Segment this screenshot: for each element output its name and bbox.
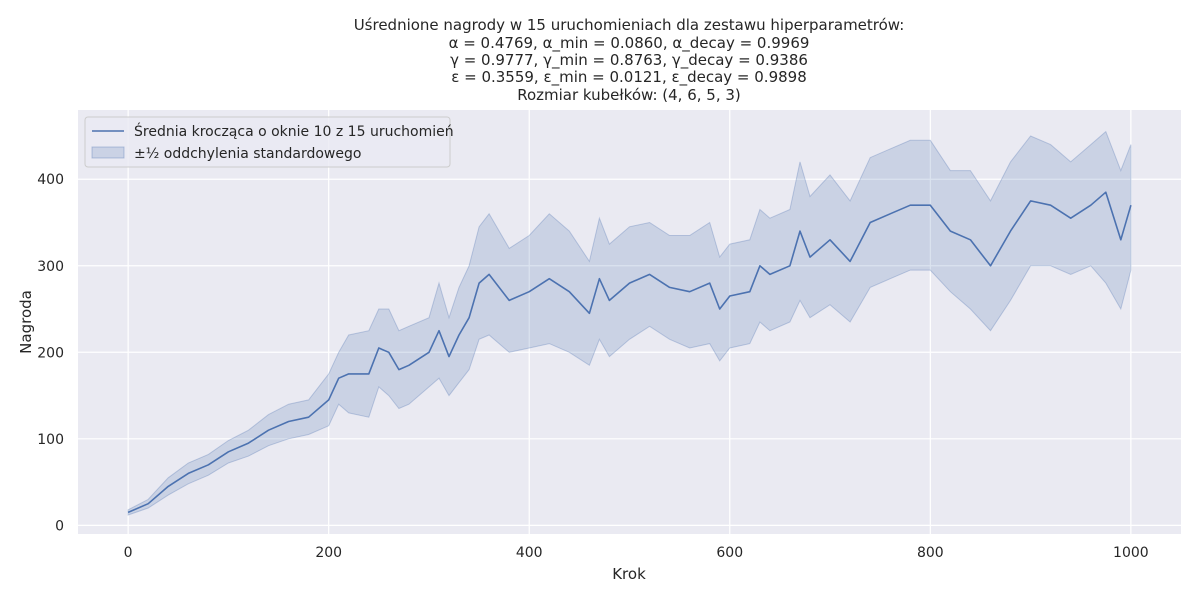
chart-title-line-3: γ = 0.9777, γ_min = 0.8763, γ_decay = 0.… (450, 51, 808, 70)
x-tick-label-2: 400 (516, 545, 543, 561)
grid (78, 110, 1181, 534)
y-axis-label: Nagroda (17, 290, 35, 354)
x-tick-label-5: 1000 (1113, 545, 1149, 561)
mean-line-layer (127, 191, 1132, 514)
y-tick-label-2: 200 (37, 345, 64, 361)
y-tick-label-4: 400 (37, 172, 64, 188)
std-band (127, 130, 1132, 516)
chart-title-line-1: Uśrednione nagrody w 15 uruchomieniach d… (354, 16, 905, 34)
std-band-layer (127, 130, 1132, 516)
chart-title-line-4: ε = 0.3559, ε_min = 0.0121, ε_decay = 0.… (451, 68, 807, 87)
legend: Średnia krocząca o oknie 10 z 15 uruchom… (84, 116, 454, 168)
y-tick-label-1: 100 (37, 432, 64, 448)
mean-line (127, 191, 1132, 514)
legend-box (84, 116, 451, 168)
legend-label-mean: Średnia krocząca o oknie 10 z 15 uruchom… (134, 122, 454, 140)
y-tick-label-0: 0 (55, 518, 64, 534)
x-tick-label-0: 0 (124, 545, 133, 561)
chart-title: Uśrednione nagrody w 15 uruchomieniach d… (354, 16, 905, 104)
legend-band-swatch (91, 146, 125, 159)
y-axis-ticks: 0 100 200 300 400 (37, 172, 64, 534)
chart-title-line-2: α = 0.4769, α_min = 0.0860, α_decay = 0.… (449, 34, 810, 53)
x-axis-ticks: 0 200 400 600 800 1000 (124, 545, 1149, 561)
plot-area (78, 110, 1181, 534)
y-tick-label-3: 300 (37, 259, 64, 275)
x-tick-label-3: 600 (716, 545, 743, 561)
x-axis-label: Krok (612, 565, 646, 583)
x-tick-label-1: 200 (315, 545, 342, 561)
chart-title-line-5: Rozmiar kubełków: (4, 6, 5, 3) (517, 86, 741, 104)
legend-label-band: ±½ oddchylenia standardowego (134, 146, 361, 162)
x-tick-label-4: 800 (917, 545, 944, 561)
